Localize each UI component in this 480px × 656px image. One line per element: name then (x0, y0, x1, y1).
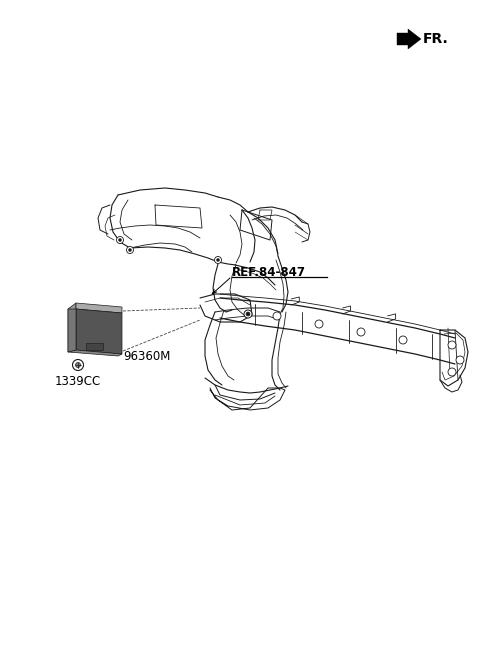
Circle shape (448, 341, 456, 349)
Circle shape (119, 239, 121, 241)
Polygon shape (76, 309, 122, 354)
Circle shape (357, 328, 365, 336)
Circle shape (246, 312, 250, 316)
Text: 1339CC: 1339CC (55, 375, 101, 388)
Circle shape (448, 368, 456, 376)
Polygon shape (68, 350, 122, 356)
Circle shape (315, 320, 323, 328)
Circle shape (244, 310, 252, 318)
Text: 96360M: 96360M (123, 350, 170, 363)
Circle shape (72, 359, 84, 371)
Circle shape (117, 237, 123, 243)
Text: FR.: FR. (423, 32, 449, 46)
Polygon shape (68, 309, 76, 352)
Polygon shape (397, 29, 421, 49)
Polygon shape (68, 303, 76, 352)
Circle shape (273, 312, 281, 320)
Polygon shape (86, 343, 103, 350)
Circle shape (399, 336, 407, 344)
Circle shape (215, 256, 221, 264)
Circle shape (127, 247, 133, 253)
Circle shape (456, 356, 464, 364)
Circle shape (216, 258, 219, 262)
Text: REF.84-847: REF.84-847 (232, 266, 306, 279)
Polygon shape (76, 303, 122, 313)
Circle shape (129, 249, 132, 251)
Circle shape (75, 363, 81, 367)
